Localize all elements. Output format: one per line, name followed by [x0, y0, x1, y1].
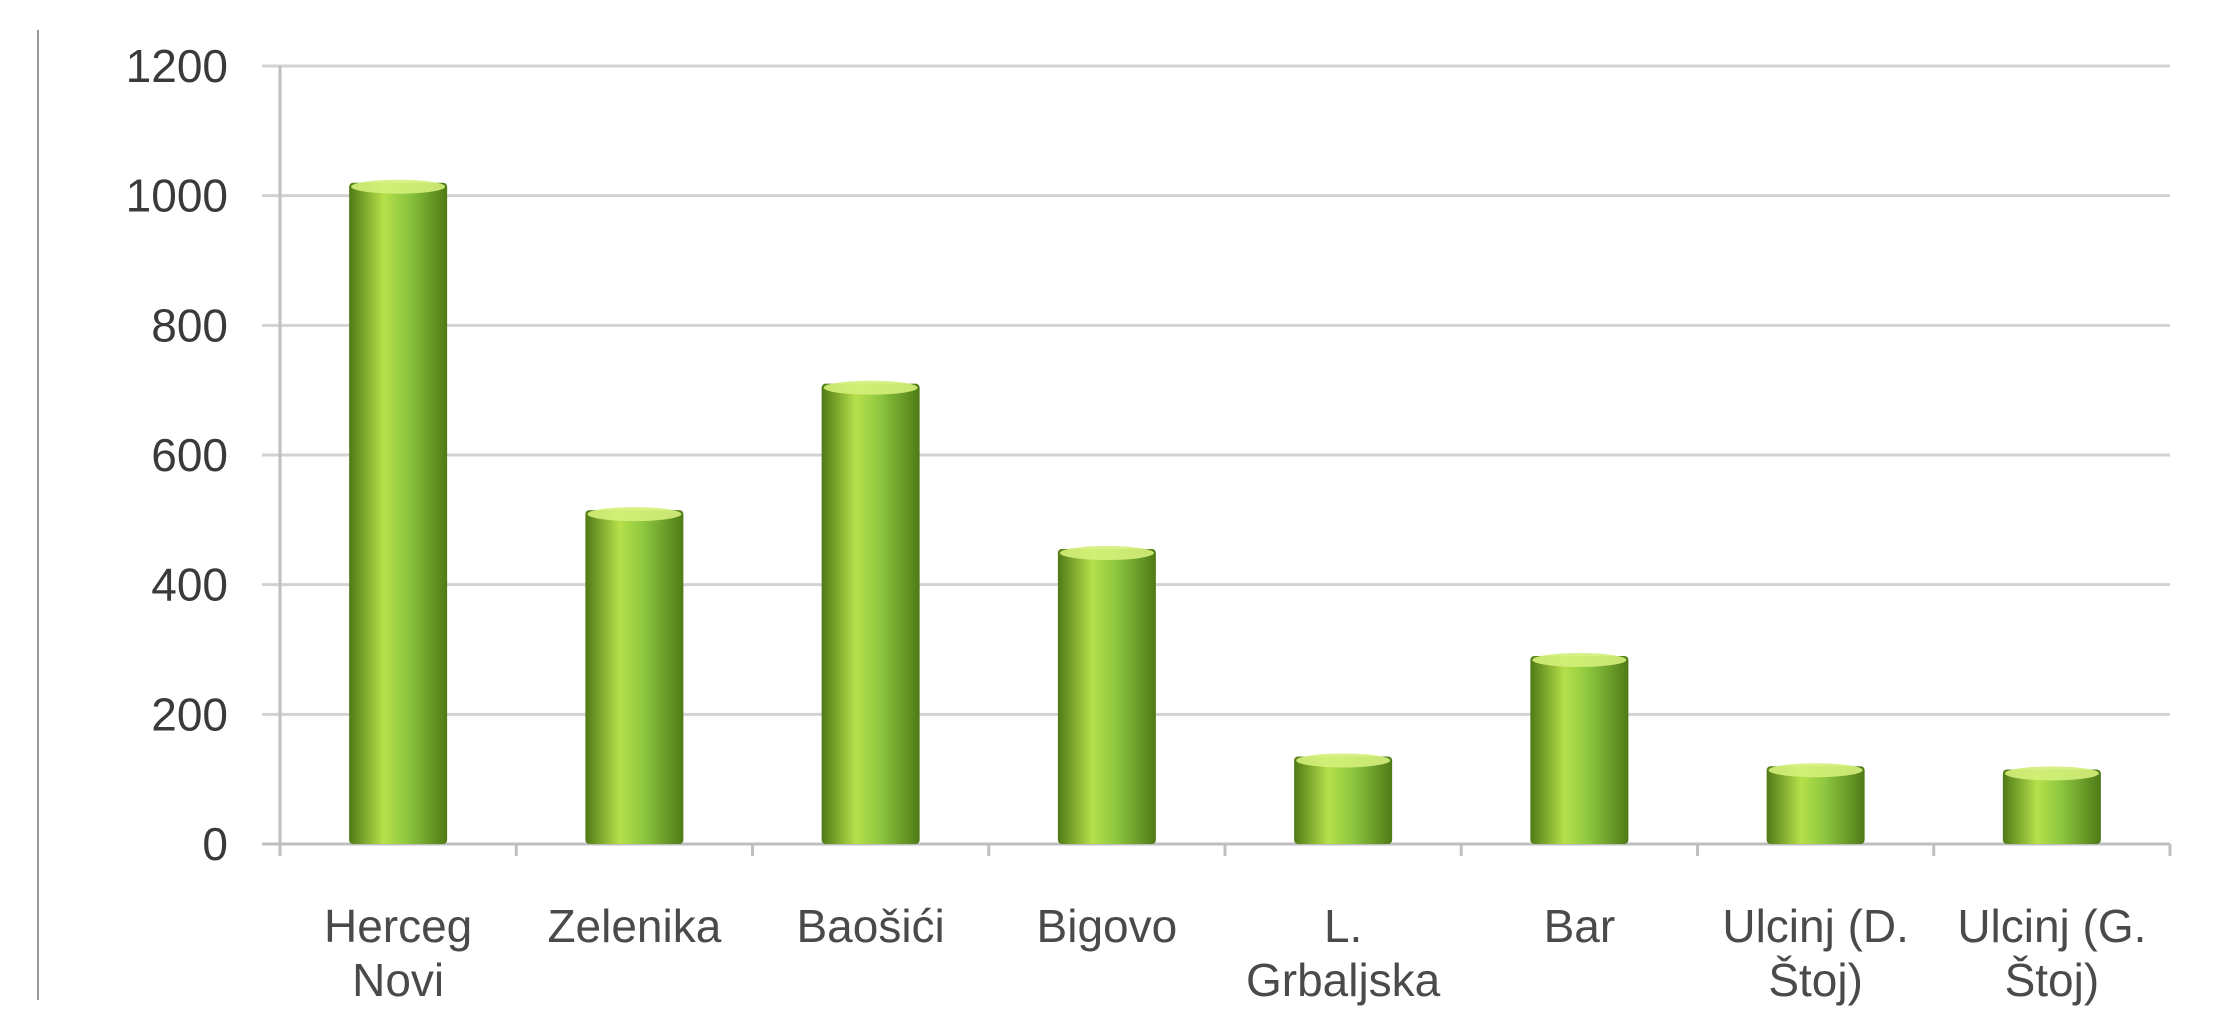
x-category-label-line: Herceg [324, 900, 472, 952]
y-tick-label: 1000 [126, 170, 228, 222]
x-category-label-line: Štoj) [2005, 954, 2100, 1006]
bar [349, 179, 448, 844]
y-tick-label: 800 [151, 299, 228, 351]
bar-body [1766, 766, 1865, 844]
y-tick-label: 400 [151, 559, 228, 611]
bar-cap [1532, 652, 1627, 667]
x-category-label: Ulcinj (G. Štoj) [1957, 900, 2146, 1006]
bar-body [821, 383, 920, 844]
y-axis-ticks: 0 200 400 600 800 1000 1200 [126, 40, 228, 870]
x-axis [278, 66, 2172, 856]
bar-body [349, 182, 448, 844]
bar-cap [2004, 766, 2099, 781]
x-category-label: Zelenika [547, 900, 721, 952]
bar-cap [351, 179, 446, 194]
x-category-label: Bigovo [1037, 900, 1178, 952]
bar [1057, 546, 1156, 844]
bar [585, 507, 684, 844]
bar-body [1294, 756, 1393, 844]
bar-cap [1768, 763, 1863, 778]
y-tick-label: 200 [151, 688, 228, 740]
x-category-label-line: Novi [352, 954, 444, 1006]
bar [821, 380, 920, 844]
bar-body [1530, 655, 1629, 844]
x-category-label: Bar [1544, 900, 1616, 952]
x-category-label-line: Ulcinj (D. [1722, 900, 1909, 952]
bar [2002, 766, 2101, 844]
x-category-label: Ulcinj (D. Štoj) [1722, 900, 1909, 1006]
x-category-label-line: Štoj) [1768, 954, 1863, 1006]
bar-cap [823, 380, 918, 395]
y-tick-label: 1200 [126, 40, 228, 92]
bar [1530, 652, 1629, 844]
x-category-label-line: L. [1324, 900, 1362, 952]
x-category-label: Herceg Novi [324, 900, 472, 1006]
bars [349, 179, 2101, 844]
x-category-label-line: Baošići [796, 900, 944, 952]
x-category-label-line: Ulcinj (G. [1957, 900, 2146, 952]
bar-body [1057, 549, 1156, 844]
bar-cap [1296, 753, 1391, 768]
x-category-label-line: Zelenika [547, 900, 721, 952]
bar-body [585, 510, 684, 844]
x-category-label-line: Bigovo [1037, 900, 1178, 952]
bar-cap [587, 507, 682, 522]
x-category-label: L. Grbaljska [1246, 900, 1441, 1006]
bar [1766, 763, 1865, 844]
y-tick-label: 600 [151, 429, 228, 481]
bar-cap [1059, 546, 1154, 561]
y-tick-label: 0 [202, 818, 228, 870]
bar [1294, 753, 1393, 844]
x-category-label: Baošići [796, 900, 944, 952]
x-category-label-line: Grbaljska [1246, 954, 1441, 1006]
x-category-label-line: Bar [1544, 900, 1616, 952]
x-axis-labels: Herceg Novi Zelenika Baošići Bigovo L. Grbaljs… [324, 900, 2146, 1006]
bar-body [2002, 769, 2101, 844]
gridlines [262, 64, 2170, 846]
